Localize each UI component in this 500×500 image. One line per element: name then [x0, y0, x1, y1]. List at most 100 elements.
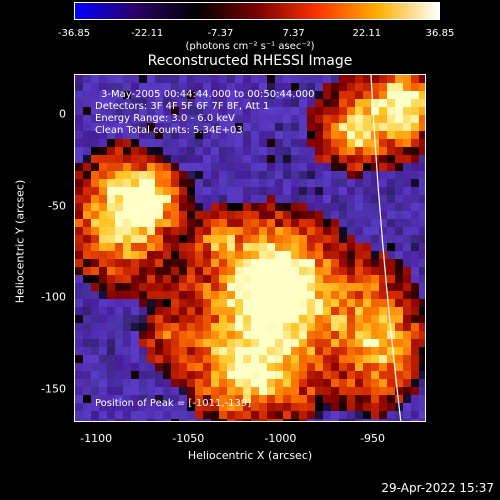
image-pixel — [211, 83, 219, 91]
image-pixel — [235, 115, 243, 123]
image-pixel — [403, 91, 411, 99]
image-pixel — [411, 275, 419, 283]
image-pixel — [395, 155, 403, 163]
image-pixel — [347, 411, 355, 419]
image-pixel — [411, 203, 419, 211]
image-pixel — [243, 187, 251, 195]
image-pixel — [307, 243, 315, 251]
image-pixel — [187, 411, 195, 419]
image-pixel — [139, 219, 147, 227]
image-pixel — [259, 387, 267, 395]
image-pixel — [307, 187, 315, 195]
image-pixel — [75, 171, 83, 179]
image-pixel — [395, 307, 403, 315]
image-pixel — [243, 403, 251, 411]
image-pixel — [203, 267, 211, 275]
image-pixel — [171, 299, 179, 307]
image-pixel — [275, 179, 283, 187]
image-pixel — [179, 99, 187, 107]
timestamp: 29-Apr-2022 15:37 — [381, 481, 494, 495]
image-pixel — [235, 219, 243, 227]
image-pixel — [147, 107, 155, 115]
image-pixel — [139, 379, 147, 387]
image-pixel — [99, 75, 107, 83]
image-pixel — [91, 315, 99, 323]
image-pixel — [211, 187, 219, 195]
image-pixel — [299, 251, 307, 259]
image-pixel — [147, 419, 155, 421]
image-pixel — [91, 299, 99, 307]
image-pixel — [251, 259, 259, 267]
image-pixel — [115, 163, 123, 171]
image-pixel — [251, 195, 259, 203]
image-pixel — [419, 123, 425, 131]
image-pixel — [283, 291, 291, 299]
image-pixel — [163, 283, 171, 291]
image-pixel — [211, 243, 219, 251]
image-pixel — [195, 187, 203, 195]
image-pixel — [315, 219, 323, 227]
image-pixel — [123, 211, 131, 219]
image-pixel — [299, 235, 307, 243]
image-pixel — [347, 123, 355, 131]
image-pixel — [115, 195, 123, 203]
image-pixel — [147, 283, 155, 291]
image-pixel — [83, 227, 91, 235]
image-pixel — [107, 307, 115, 315]
image-pixel — [291, 91, 299, 99]
image-pixel — [147, 75, 155, 83]
image-pixel — [107, 227, 115, 235]
image-pixel — [75, 403, 83, 411]
image-pixel — [379, 107, 387, 115]
image-pixel — [395, 75, 403, 83]
image-pixel — [179, 115, 187, 123]
image-pixel — [163, 131, 171, 139]
image-pixel — [83, 363, 91, 371]
image-pixel — [139, 155, 147, 163]
image-pixel — [291, 155, 299, 163]
image-pixel — [403, 307, 411, 315]
image-pixel — [75, 339, 83, 347]
image-pixel — [283, 155, 291, 163]
image-pixel — [379, 187, 387, 195]
image-pixel — [243, 99, 251, 107]
image-plot[interactable]: 3-May-2005 00:44:44.000 to 00:50:44.000 … — [74, 74, 426, 422]
image-pixel — [107, 99, 115, 107]
image-pixel — [91, 91, 99, 99]
image-pixel — [75, 243, 83, 251]
image-pixel — [99, 115, 107, 123]
image-pixel — [371, 291, 379, 299]
image-pixel — [203, 195, 211, 203]
image-pixel — [251, 107, 259, 115]
image-pixel — [331, 211, 339, 219]
image-pixel — [75, 275, 83, 283]
image-pixel — [107, 235, 115, 243]
image-pixel — [363, 251, 371, 259]
image-pixel — [299, 139, 307, 147]
image-pixel — [275, 195, 283, 203]
image-pixel — [195, 123, 203, 131]
image-pixel — [339, 155, 347, 163]
image-pixel — [203, 331, 211, 339]
image-pixel — [155, 91, 163, 99]
image-pixel — [227, 147, 235, 155]
image-pixel — [283, 275, 291, 283]
image-pixel — [403, 171, 411, 179]
image-pixel — [283, 267, 291, 275]
image-pixel — [339, 211, 347, 219]
image-pixel — [243, 339, 251, 347]
image-pixel — [131, 363, 139, 371]
image-pixel — [251, 123, 259, 131]
image-pixel — [131, 107, 139, 115]
image-pixel — [91, 115, 99, 123]
image-pixel — [83, 219, 91, 227]
image-pixel — [411, 259, 419, 267]
image-pixel — [251, 131, 259, 139]
image-pixel — [171, 363, 179, 371]
image-pixel — [195, 251, 203, 259]
image-pixel — [235, 259, 243, 267]
image-pixel — [371, 339, 379, 347]
image-pixel — [75, 331, 83, 339]
image-pixel — [75, 163, 83, 171]
image-pixel — [219, 203, 227, 211]
